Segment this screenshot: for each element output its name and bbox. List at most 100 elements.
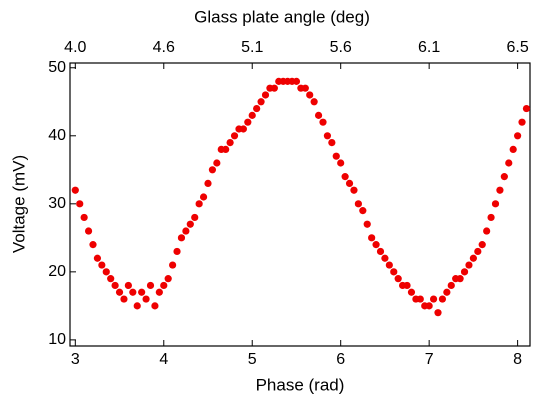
y-tick-label: 40: [48, 127, 66, 144]
data-point: [160, 281, 168, 290]
data-point: [487, 213, 495, 222]
data-point: [111, 281, 119, 290]
data-point: [443, 288, 451, 296]
data-point: [292, 77, 301, 85]
data-point: [518, 118, 526, 126]
data-point: [186, 220, 194, 228]
data-point: [491, 200, 500, 208]
data-point: [169, 261, 177, 269]
data-point: [222, 145, 230, 153]
x2-tick-label: 6.5: [506, 39, 528, 56]
x-tick-label: 3: [71, 351, 80, 368]
data-point: [120, 295, 128, 303]
x-tick-label: 8: [513, 351, 522, 368]
x-tick-label: 7: [425, 351, 434, 368]
y-axis-title: Voltage (mV): [9, 155, 28, 253]
data-point: [142, 295, 150, 303]
data-point: [173, 247, 181, 256]
data-point: [239, 125, 247, 133]
data-point: [385, 261, 393, 269]
data-point: [341, 173, 349, 181]
data-point: [465, 261, 473, 269]
data-point: [376, 247, 385, 256]
x2-tick-label: 5.1: [241, 39, 263, 56]
data-point: [195, 200, 203, 208]
data-point: [244, 118, 252, 126]
data-point: [98, 261, 106, 269]
plot-frame: [69, 62, 531, 347]
data-point: [381, 254, 389, 262]
data-point: [460, 268, 469, 276]
data-point: [319, 118, 327, 126]
data-point: [478, 241, 486, 249]
x2-axis-title: Glass plate angle (deg): [194, 7, 370, 26]
data-point: [368, 234, 376, 242]
data-point: [310, 98, 318, 106]
data-point: [363, 220, 371, 228]
data-point: [93, 254, 102, 262]
data-point: [469, 254, 477, 262]
data-point: [390, 268, 398, 276]
data-point: [354, 200, 362, 208]
data-point: [350, 186, 358, 194]
data-point: [301, 84, 309, 92]
x-tick-label: 4: [159, 351, 168, 368]
data-point: [328, 138, 336, 147]
data-point: [323, 132, 332, 140]
data-point: [76, 200, 84, 208]
data-point: [191, 213, 199, 222]
data-point: [213, 159, 221, 167]
data-point: [248, 111, 256, 119]
y-tick-label: 10: [48, 331, 66, 348]
x2-tick-label: 4.0: [64, 39, 86, 56]
data-point: [124, 281, 132, 290]
data-point: [155, 288, 163, 296]
data-point: [89, 241, 97, 249]
data-point: [129, 288, 137, 296]
data-point: [337, 159, 345, 167]
data-point: [138, 288, 146, 296]
data-point: [416, 295, 424, 303]
data-point: [429, 295, 438, 303]
y-tick-label: 20: [48, 263, 66, 280]
data-point: [146, 281, 155, 290]
data-point: [456, 275, 464, 283]
data-point: [115, 288, 124, 296]
data-point: [372, 241, 380, 249]
x-axis-title: Phase (rad): [256, 375, 345, 394]
data-point: [71, 186, 79, 194]
data-point: [447, 281, 455, 290]
data-point: [107, 275, 115, 283]
data-point: [199, 193, 208, 201]
data-point: [359, 207, 367, 215]
data-point: [345, 179, 354, 188]
data-point: [434, 309, 442, 317]
data-point: [496, 186, 504, 194]
y-tick-label: 30: [48, 195, 66, 212]
data-point: [230, 132, 239, 140]
y-tick-label: 50: [48, 59, 66, 76]
x2-tick-label: 6.1: [418, 39, 440, 56]
data-point: [505, 159, 513, 167]
data-point: [226, 138, 234, 147]
data-point: [84, 227, 93, 235]
data-point: [182, 227, 190, 235]
data-point: [314, 111, 323, 119]
data-point: [514, 132, 522, 140]
data-point: [151, 302, 159, 310]
x-tick-label: 6: [336, 351, 345, 368]
data-point: [164, 275, 172, 283]
data-point: [394, 275, 402, 283]
data-point: [204, 179, 212, 188]
data-point: [270, 84, 278, 92]
data-point: [522, 104, 531, 113]
data-point: [253, 104, 261, 113]
data-point: [474, 247, 482, 256]
data-point: [102, 268, 110, 276]
x-tick-label: 5: [248, 351, 257, 368]
data-point: [80, 213, 88, 222]
data-point: [133, 302, 141, 310]
data-point: [403, 281, 411, 290]
x2-tick-label: 5.6: [330, 39, 352, 56]
